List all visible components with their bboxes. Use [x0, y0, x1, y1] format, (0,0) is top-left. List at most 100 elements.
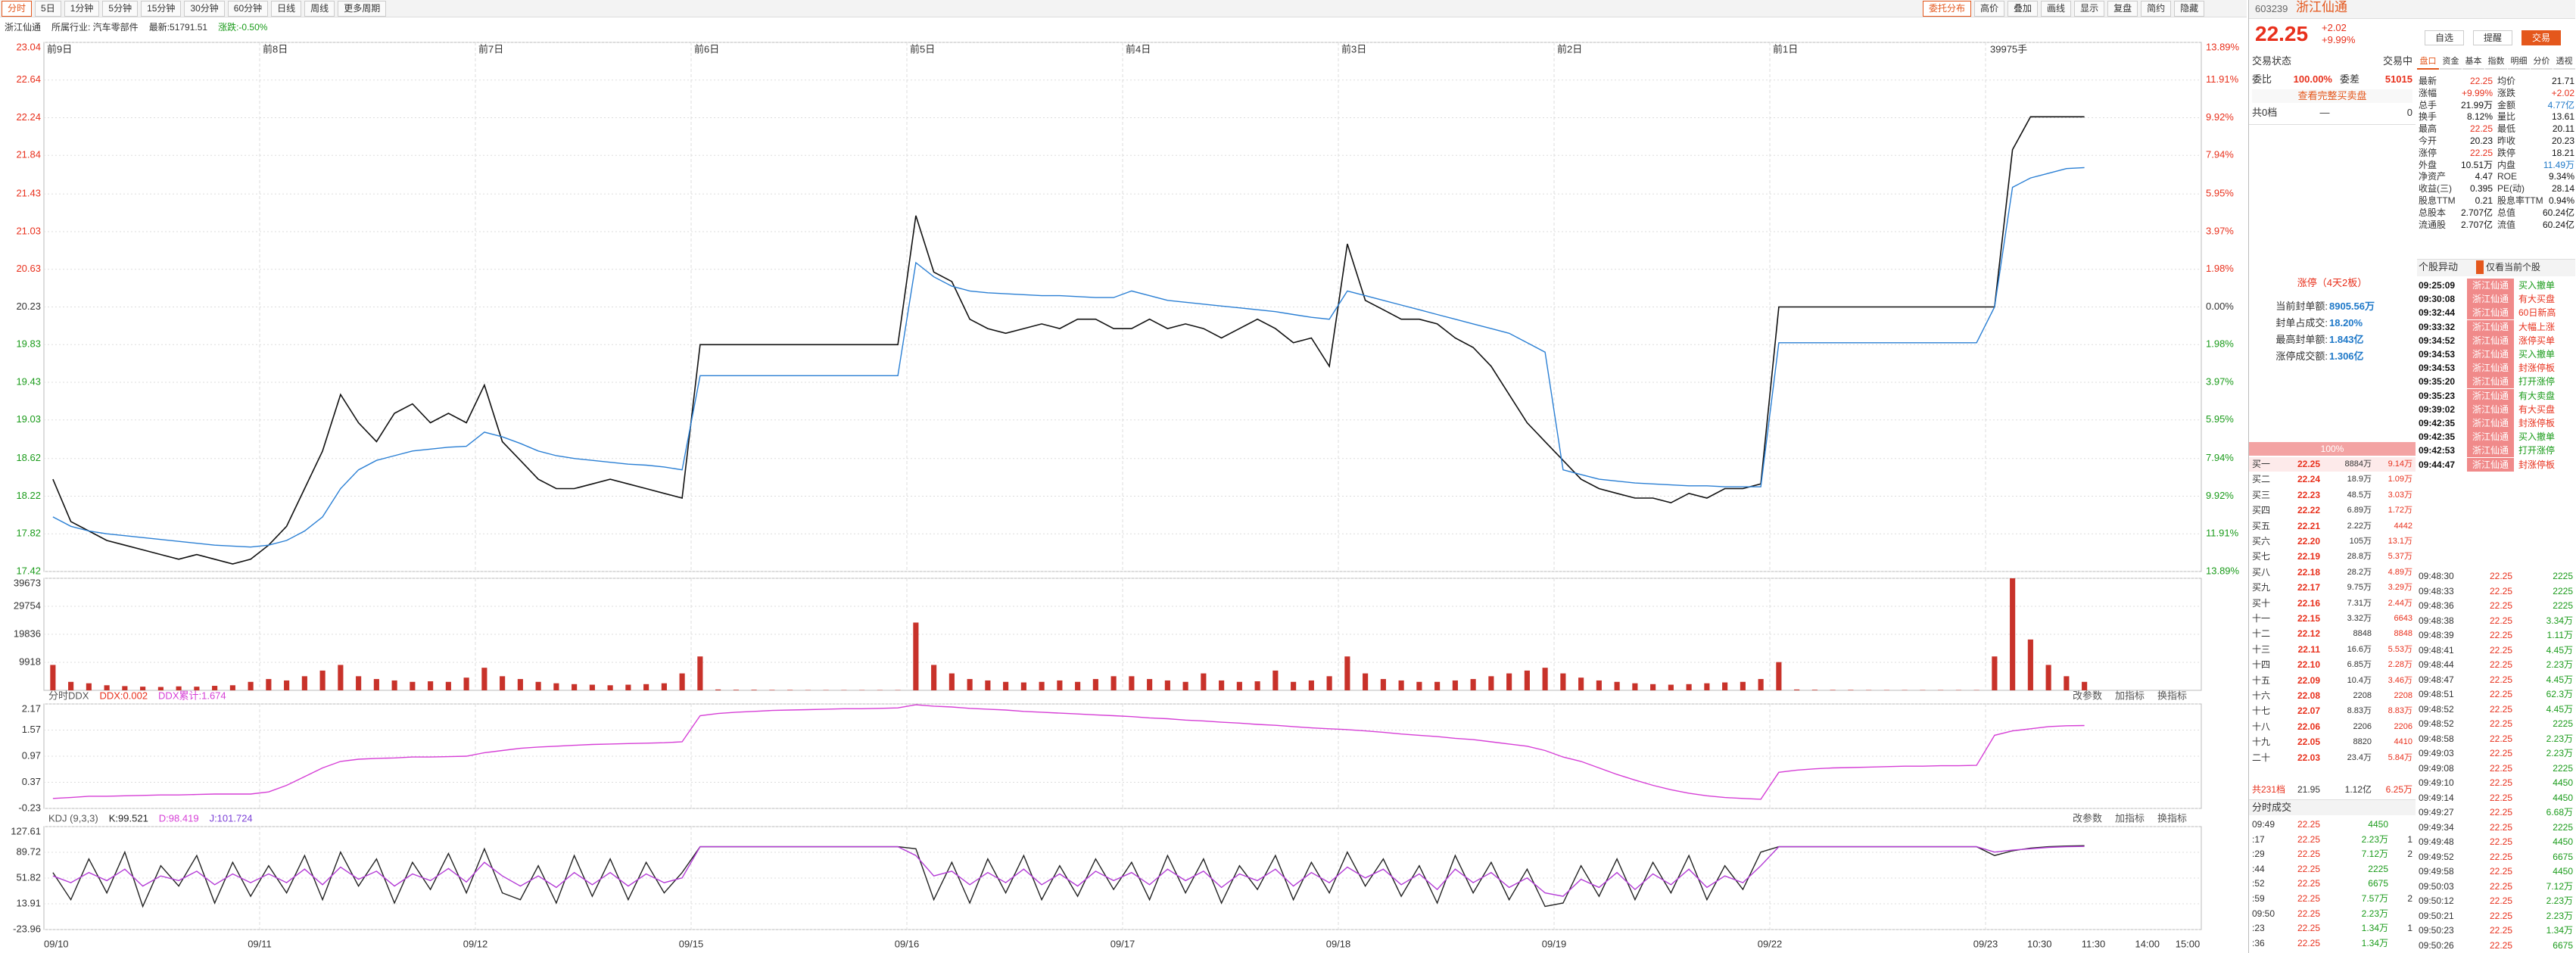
- quote-label: 均价: [2497, 76, 2516, 86]
- panel-tab[interactable]: 基本: [2462, 55, 2484, 70]
- panel-button[interactable]: 提醒: [2473, 30, 2512, 45]
- period-button[interactable]: 更多周期: [338, 0, 387, 17]
- y-tick-label: 13.91: [16, 897, 41, 908]
- alert-event: 大幅上涨: [2518, 321, 2556, 332]
- period-button[interactable]: 15分钟: [141, 0, 182, 17]
- period-button[interactable]: 5日: [35, 0, 61, 17]
- volume-bar: [391, 680, 397, 690]
- period-button[interactable]: 1分钟: [64, 0, 100, 17]
- tick-time: 09:48:52: [2419, 703, 2454, 715]
- trade-price: 22.25: [2297, 878, 2320, 889]
- period-button[interactable]: 60分钟: [227, 0, 269, 17]
- trade-count: 2: [2407, 849, 2412, 860]
- limit-label: 当前封单额:: [2275, 301, 2328, 312]
- series-line: [52, 845, 2085, 908]
- series-line: [52, 704, 2085, 800]
- series-line: [52, 846, 2085, 897]
- tool-button[interactable]: 画线: [2041, 1, 2072, 17]
- book-amount: 10.4万: [2347, 675, 2372, 685]
- volume-bar: [1308, 680, 1314, 690]
- quote-value: 28.14: [2551, 183, 2574, 195]
- volume-bar: [1650, 684, 1656, 690]
- volume-bar: [248, 681, 254, 690]
- volume-bar: [1147, 679, 1153, 690]
- book-level: 买四: [2252, 505, 2271, 516]
- volume-bar: [445, 681, 451, 690]
- tick-price: 22.25: [2489, 571, 2512, 581]
- pane-title: KDJ (9,3,3): [48, 812, 98, 824]
- volume-bar: [1686, 684, 1692, 690]
- book-level: 十四: [2252, 659, 2271, 671]
- tool-button[interactable]: 简约: [2141, 1, 2172, 17]
- tool-button[interactable]: 显示: [2074, 1, 2105, 17]
- alert-stock: 浙江仙通: [2467, 388, 2514, 403]
- quote-value: 13.61: [2551, 111, 2574, 123]
- series-line: [52, 167, 2085, 548]
- panel-tab[interactable]: 明细: [2508, 55, 2530, 70]
- book-amount: 16.6万: [2347, 644, 2372, 654]
- y-tick-label: 9918: [19, 656, 41, 667]
- period-button[interactable]: 日线: [271, 0, 302, 17]
- period-button[interactable]: 周线: [304, 0, 335, 17]
- volume-bar: [428, 681, 434, 690]
- alert-event: 打开涨停: [2518, 445, 2556, 456]
- limit-title: 涨停（4天2板）: [2297, 277, 2368, 288]
- right-tick-label: 13.89%: [2206, 565, 2240, 576]
- quote-value: 18.21: [2551, 147, 2574, 158]
- alert-time: 09:33:32: [2419, 321, 2456, 332]
- book-price: 22.21: [2297, 520, 2320, 531]
- panel-tab[interactable]: 分价: [2531, 55, 2553, 70]
- tick-volume: 6675: [2553, 851, 2573, 862]
- tool-button[interactable]: 高价: [1974, 1, 2005, 17]
- period-button[interactable]: 5分钟: [102, 0, 139, 17]
- pane-button: 加指标: [2115, 812, 2145, 824]
- tool-button[interactable]: 委托分布: [1923, 1, 1972, 17]
- volume-bar: [1326, 676, 1332, 690]
- book-level: 买七: [2252, 551, 2271, 562]
- tick-time: 09:49:10: [2419, 777, 2454, 788]
- quote-value: 22.25: [2469, 76, 2493, 86]
- tool-button[interactable]: 复盘: [2107, 1, 2138, 17]
- trade-volume: 2.23万: [2361, 908, 2388, 919]
- period-button[interactable]: 分时: [2, 0, 33, 17]
- panel-button[interactable]: 交易: [2521, 30, 2561, 45]
- full-book-link[interactable]: 查看完整买卖盘: [2252, 89, 2412, 103]
- trades-title-bg: [2249, 799, 2416, 815]
- alert-time: 09:44:47: [2419, 459, 2456, 470]
- quote-value: 60.24亿: [2542, 207, 2574, 218]
- volume-bar: [1236, 681, 1242, 690]
- trade-volume: 4450: [2368, 819, 2388, 830]
- tool-button[interactable]: 叠加: [2008, 1, 2039, 17]
- tick-volume: 4.45万: [2546, 674, 2573, 685]
- volume-bar: [157, 687, 164, 690]
- tick-time: 09:48:58: [2419, 733, 2454, 744]
- book-volume: 3.03万: [2388, 490, 2412, 500]
- y-tick-label: 89.72: [16, 846, 41, 857]
- alert-time: 09:34:53: [2419, 349, 2456, 360]
- panel-tab[interactable]: 指数: [2485, 55, 2507, 70]
- y-tick-label: 17.82: [16, 528, 41, 539]
- alert-time: 09:30:08: [2419, 294, 2456, 305]
- panel-tab[interactable]: 资金: [2440, 55, 2462, 70]
- tick-time: 09:48:47: [2419, 674, 2454, 685]
- panel-tab[interactable]: 透视: [2553, 55, 2575, 70]
- tick-price: 22.25: [2489, 777, 2512, 788]
- alert-event: 有大买盘: [2518, 294, 2556, 305]
- period-button[interactable]: 30分钟: [184, 0, 225, 17]
- alerts-title: 个股异动: [2419, 261, 2459, 273]
- tick-volume: 4450: [2553, 792, 2573, 803]
- quote-value: 2.707亿: [2460, 219, 2493, 230]
- trade-time: :29: [2252, 849, 2265, 860]
- book-volume: 3.29万: [2388, 583, 2412, 593]
- book-header: 100%: [2249, 442, 2416, 456]
- panel-tab[interactable]: 盘口: [2417, 55, 2439, 70]
- book-level: 十七: [2252, 705, 2271, 717]
- panel-button[interactable]: 自选: [2425, 30, 2464, 45]
- alert-stock: 浙江仙通: [2467, 402, 2514, 416]
- tick-price: 22.25: [2489, 659, 2512, 670]
- quote-label: 股息率TTM: [2497, 195, 2543, 206]
- tool-button[interactable]: 隐藏: [2174, 1, 2205, 17]
- alerts-filter[interactable]: 仅看当前个股: [2476, 260, 2576, 274]
- volume-bar: [1434, 681, 1441, 690]
